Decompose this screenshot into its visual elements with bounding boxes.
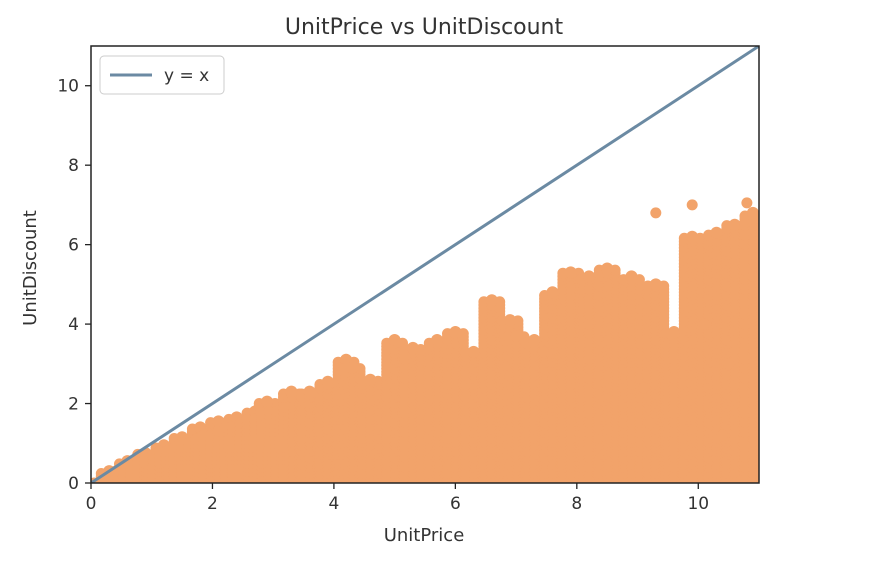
- x-tick-label: 4: [328, 494, 339, 514]
- scatter-point: [735, 475, 747, 483]
- scatter-point: [650, 207, 662, 219]
- scatter-point: [321, 375, 334, 388]
- scatter-point: [644, 417, 656, 429]
- y-tick-label: 4: [68, 315, 79, 335]
- scatter-point: [546, 286, 559, 299]
- scatter-point: [686, 471, 698, 483]
- scatter-point: [388, 334, 401, 346]
- x-tick-label: 0: [86, 494, 97, 514]
- scatter-point: [278, 402, 289, 413]
- scatter-point: [346, 361, 359, 374]
- scatter-point: [698, 318, 710, 330]
- scatter-point: [649, 278, 662, 291]
- scatter-point: [583, 270, 595, 283]
- x-tick-label: 10: [687, 494, 709, 514]
- scatter-point: [601, 262, 614, 275]
- y-tick-label: 8: [68, 156, 79, 176]
- scatter-point: [638, 382, 650, 394]
- scatter-point: [665, 328, 677, 340]
- scatter-point: [686, 230, 699, 243]
- scatter-point: [510, 330, 523, 342]
- scatter-point: [723, 358, 735, 370]
- y-tick-label: 0: [68, 474, 79, 494]
- scatter-point: [504, 314, 516, 327]
- x-tick-label: 2: [207, 494, 218, 514]
- scatter-point: [261, 395, 274, 408]
- scatter-point: [431, 334, 444, 346]
- scatter-point: [741, 197, 753, 209]
- x-tick-label: 6: [450, 494, 461, 514]
- scatter-point: [303, 385, 316, 398]
- chart-title: UnitPrice vs UnitDiscount: [285, 15, 564, 40]
- scatter-point: [449, 326, 462, 338]
- scatter-point: [747, 270, 759, 282]
- y-tick-label: 6: [68, 236, 79, 256]
- scatter-point: [686, 199, 698, 211]
- scatter-point: [485, 294, 498, 307]
- scatter-point: [285, 385, 298, 398]
- y-tick-label: 2: [68, 395, 79, 415]
- scatter-point: [537, 346, 549, 358]
- scatter-point: [625, 270, 638, 283]
- scatter-point: [467, 345, 480, 358]
- scatter-point: [564, 266, 577, 279]
- scatter-point: [728, 218, 741, 231]
- scatter-point: [406, 341, 419, 354]
- scatter-point: [717, 429, 729, 441]
- scatter-point: [528, 334, 541, 346]
- scatter-point: [364, 373, 377, 386]
- scatter-point: [711, 227, 722, 239]
- x-axis-label: UnitPrice: [384, 525, 465, 546]
- scatter-point: [746, 206, 759, 219]
- scatter-series: [91, 197, 759, 483]
- y-axis-label: UnitDiscount: [20, 210, 41, 326]
- x-tick-label: 8: [571, 494, 582, 514]
